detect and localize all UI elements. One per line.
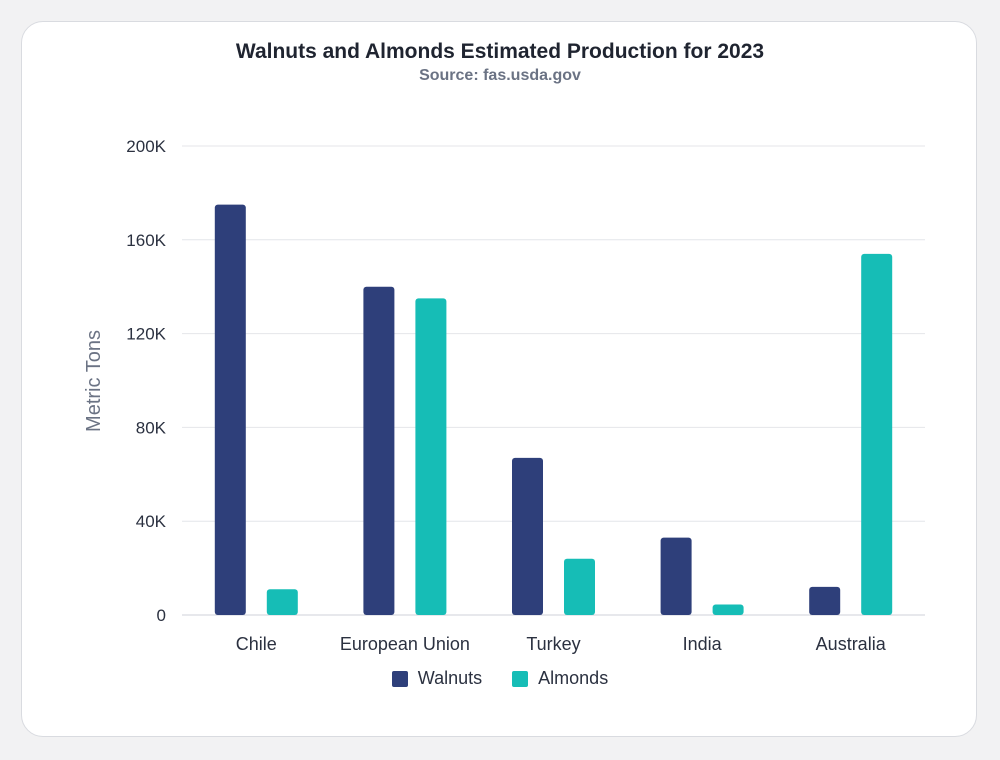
x-axis-ticks: Chile European Union Turkey India Australia: [236, 634, 887, 654]
legend-swatch-almonds: [512, 670, 529, 687]
grid-lines: [182, 145, 925, 616]
legend-item-almonds[interactable]: Almonds: [512, 668, 608, 689]
y-tick-label: 80K: [136, 418, 167, 437]
x-tick-label: Turkey: [526, 634, 580, 654]
x-tick-label: Chile: [236, 634, 277, 654]
bar-almonds-australia[interactable]: [861, 253, 893, 615]
legend-swatch-walnuts: [391, 670, 408, 687]
bar-walnuts-india[interactable]: [660, 537, 692, 615]
bar-almonds-chile[interactable]: [266, 589, 298, 615]
x-tick-label: India: [683, 634, 723, 654]
legend-item-walnuts[interactable]: Walnuts: [391, 668, 483, 689]
chart-card: [21, 21, 977, 737]
bar-walnuts-australia[interactable]: [809, 586, 841, 615]
bar-almonds-turkey[interactable]: [564, 558, 595, 615]
chart-title: Walnuts and Almonds Estimated Production…: [235, 40, 765, 63]
bar-walnuts-chile[interactable]: [214, 204, 246, 615]
y-tick-label: 160K: [126, 231, 166, 250]
y-axis-ticks: 0 40K 80K 120K 160K 200K: [126, 137, 166, 625]
legend-label-almonds: Almonds: [538, 668, 609, 688]
x-tick-label: Australia: [816, 634, 887, 654]
legend-label-walnuts: Walnuts: [417, 668, 483, 688]
y-axis-label: Metric Tons: [83, 330, 105, 432]
y-tick-label: 120K: [126, 325, 166, 344]
bar-almonds-european-union[interactable]: [415, 298, 447, 615]
bar-almonds-india[interactable]: [712, 604, 744, 615]
bars: [214, 204, 893, 615]
bar-walnuts-european-union[interactable]: [363, 286, 395, 615]
chart-subtitle: Source: fas.usda.gov: [419, 67, 581, 84]
bar-walnuts-turkey[interactable]: [512, 457, 543, 615]
x-tick-label: European Union: [340, 634, 470, 654]
y-tick-label: 200K: [126, 137, 166, 156]
y-tick-label: 40K: [136, 512, 167, 531]
y-tick-label: 0: [157, 606, 166, 625]
legend: Walnuts Almonds: [0, 668, 1000, 689]
